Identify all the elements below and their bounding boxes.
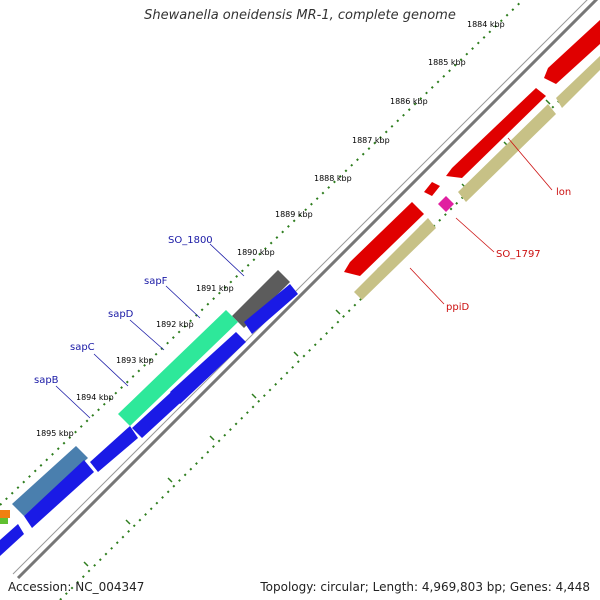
tick-label: 1892 kbp <box>156 320 194 329</box>
tick-label: 1893 kbp <box>116 356 154 365</box>
tick-label: 1895 kbp <box>36 429 74 438</box>
gene-so1800 <box>232 270 290 328</box>
gene-labels: SO_1800 sapF sapD sapC sapB lon SO_1797 … <box>34 187 571 386</box>
gene-green-small <box>0 518 8 524</box>
gene-blue-6 <box>0 524 24 556</box>
gene-label-so1797: SO_1797 <box>496 249 541 260</box>
accession-text: Accession: NC_004347 <box>8 580 145 594</box>
tick-label: 1894 kbp <box>76 393 114 402</box>
gene-small-red <box>424 182 440 196</box>
gene-blue-5 <box>24 460 94 528</box>
gene-label-sapc: sapC <box>70 342 95 353</box>
gene-red-left <box>344 202 424 276</box>
tick-label: 1884 kbp <box>467 20 505 29</box>
tick-label: 1890 kbp <box>237 248 275 257</box>
genes-inner-reverse <box>0 284 298 556</box>
gene-blue-4 <box>90 426 138 472</box>
genes-outer-reverse <box>354 56 600 300</box>
gene-label-lon: lon <box>556 187 571 198</box>
tick-label: 1887 kbp <box>352 136 390 145</box>
tick-label: 1889 kbp <box>275 210 313 219</box>
gene-lon-part1 <box>544 20 600 84</box>
map-title: Shewanella oneidensis MR-1, complete gen… <box>144 8 456 23</box>
gene-magenta <box>438 196 454 212</box>
gene-label-sapd: sapD <box>108 309 134 320</box>
topology-text: Topology: circular; Length: 4,969,803 bp… <box>260 580 590 594</box>
genome-backbone <box>12 0 599 580</box>
gene-olive-2 <box>458 104 556 202</box>
gene-label-sapf: sapF <box>144 276 168 287</box>
gene-blue-1 <box>244 284 298 334</box>
gene-sapF-green <box>118 310 238 426</box>
gene-label-ppid: ppiD <box>446 302 469 313</box>
genes-outer-forward <box>344 20 600 276</box>
tick-label: 1891 kbp <box>196 284 234 293</box>
gene-olive-1 <box>556 56 600 108</box>
gene-label-so1800: SO_1800 <box>168 235 213 246</box>
genes-inner-forward <box>0 270 290 524</box>
tick-marks-inner <box>83 99 551 567</box>
gene-orange <box>0 510 10 518</box>
tick-label: 1886 kbp <box>390 97 428 106</box>
gene-olive-3 <box>354 218 436 300</box>
gene-blue-3 <box>132 360 216 438</box>
tick-label: 1885 kbp <box>428 58 466 67</box>
leader-lines <box>55 137 553 419</box>
gene-steel <box>12 446 88 516</box>
tick-label: 1888 kbp <box>314 174 352 183</box>
gene-label-sapb: sapB <box>34 375 59 386</box>
gene-lon-part2 <box>446 88 546 178</box>
tick-labels: 1884 kbp 1885 kbp 1886 kbp 1887 kbp 1888… <box>36 20 505 438</box>
